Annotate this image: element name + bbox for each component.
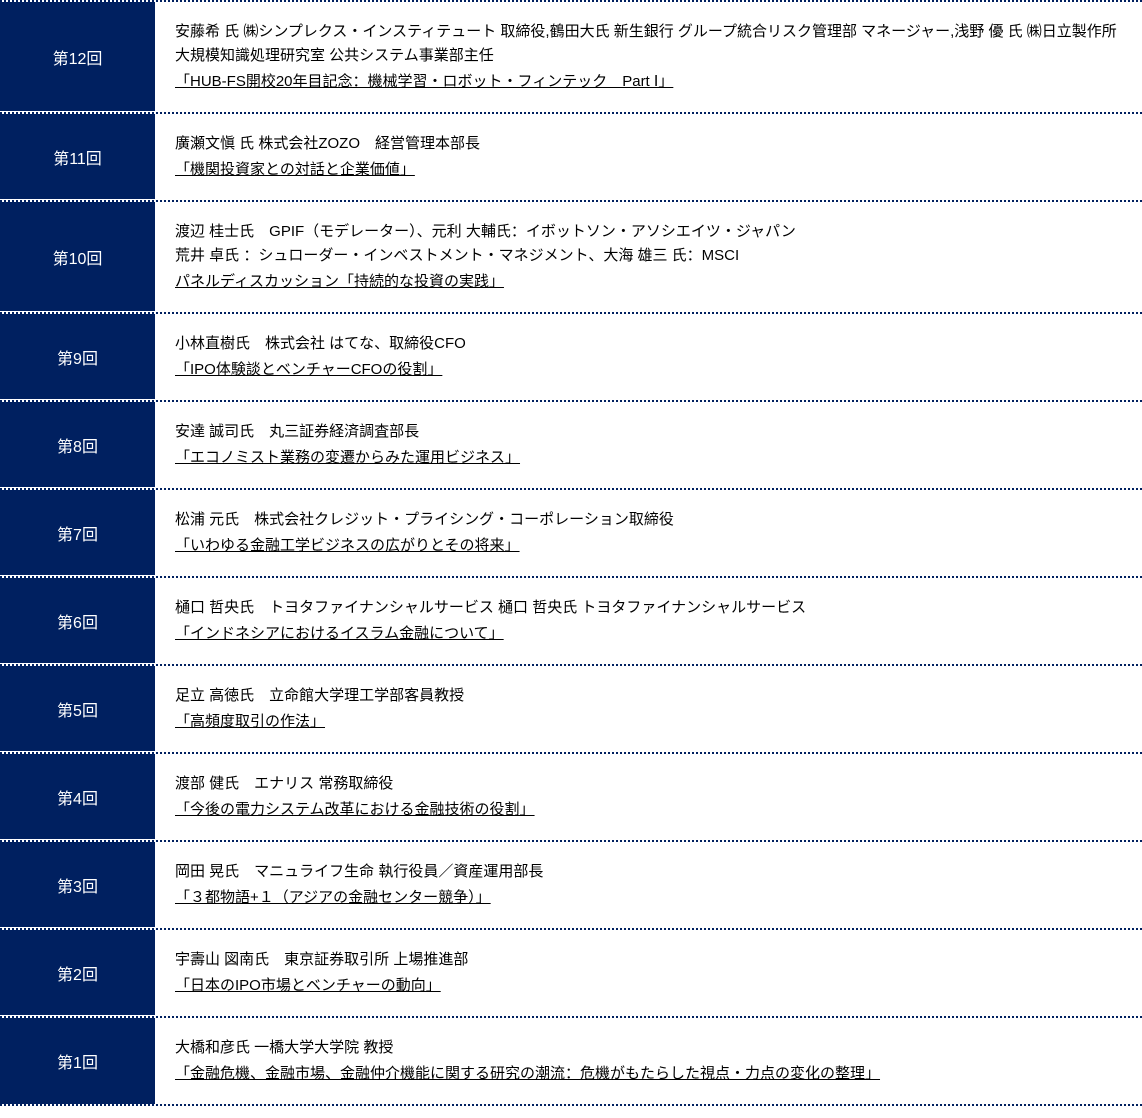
session-number: 第4回 [0,754,155,840]
session-number: 第11回 [0,114,155,200]
speaker-info: 廣瀬文愼 氏 株式会社ZOZO 経営管理本部長 [175,132,1122,156]
session-content: 安達 誠司氏 丸三証券経済調査部長 「エコノミスト業務の変遷からみた運用ビジネス… [155,402,1142,488]
speaker-info: 安達 誠司氏 丸三証券経済調査部長 [175,420,1122,444]
speaker-info: 足立 高徳氏 立命館大学理工学部客員教授 [175,684,1122,708]
session-content: 足立 高徳氏 立命館大学理工学部客員教授 「高頻度取引の作法」 [155,666,1142,752]
table-row: 第11回 廣瀬文愼 氏 株式会社ZOZO 経営管理本部長 「機関投資家との対話と… [0,114,1142,202]
table-row: 第9回 小林直樹氏 株式会社 はてな、取締役CFO 「IPO体験談とベンチャーC… [0,314,1142,402]
table-row: 第7回 松浦 元氏 株式会社クレジット・プライシング・コーポレーション取締役 「… [0,490,1142,578]
session-content: 廣瀬文愼 氏 株式会社ZOZO 経営管理本部長 「機関投資家との対話と企業価値」 [155,114,1142,200]
session-number: 第8回 [0,402,155,488]
speaker-info: 岡田 晃氏 マニュライフ生命 執行役員／資産運用部長 [175,860,1122,884]
table-row: 第1回 大橋和彦氏 一橋大学大学院 教授 「金融危機、金融市場、金融仲介機能に関… [0,1018,1142,1106]
session-title-link[interactable]: パネルディスカッション「持続的な投資の実践」 [175,273,504,290]
session-title-link[interactable]: 「いわゆる金融工学ビジネスの広がりとその将来」 [175,537,520,554]
table-row: 第4回 渡部 健氏 エナリス 常務取締役 「今後の電力システム改革における金融技… [0,754,1142,842]
speaker-info: 渡辺 桂士氏 GPIF（モデレーター）、元利 大輔氏：イボットソン・アソシエイツ… [175,220,1122,268]
session-number: 第2回 [0,930,155,1016]
speaker-info: 小林直樹氏 株式会社 はてな、取締役CFO [175,332,1122,356]
session-content: 岡田 晃氏 マニュライフ生命 執行役員／資産運用部長 「３都物語+１（アジアの金… [155,842,1142,928]
session-number: 第6回 [0,578,155,664]
session-content: 樋口 哲央氏 トヨタファイナンシャルサービス 樋口 哲央氏 トヨタファイナンシャ… [155,578,1142,664]
speaker-info: 宇壽山 図南氏 東京証券取引所 上場推進部 [175,948,1122,972]
session-number: 第1回 [0,1018,155,1104]
session-title-link[interactable]: 「IPO体験談とベンチャーCFOの役割」 [175,361,442,378]
table-row: 第5回 足立 高徳氏 立命館大学理工学部客員教授 「高頻度取引の作法」 [0,666,1142,754]
session-content: 安藤希 氏 ㈱シンプレクス・インスティテュート 取締役,鶴田大氏 新生銀行 グル… [155,2,1142,112]
sessions-table: 第12回 安藤希 氏 ㈱シンプレクス・インスティテュート 取締役,鶴田大氏 新生… [0,0,1142,1106]
speaker-info: 松浦 元氏 株式会社クレジット・プライシング・コーポレーション取締役 [175,508,1122,532]
session-content: 渡辺 桂士氏 GPIF（モデレーター）、元利 大輔氏：イボットソン・アソシエイツ… [155,202,1142,312]
session-title-link[interactable]: 「３都物語+１（アジアの金融センター競争）」 [175,889,491,906]
session-content: 小林直樹氏 株式会社 はてな、取締役CFO 「IPO体験談とベンチャーCFOの役… [155,314,1142,400]
session-title-link[interactable]: 「インドネシアにおけるイスラム金融について」 [175,625,504,642]
session-number: 第5回 [0,666,155,752]
speaker-info: 樋口 哲央氏 トヨタファイナンシャルサービス 樋口 哲央氏 トヨタファイナンシャ… [175,596,1122,620]
table-row: 第12回 安藤希 氏 ㈱シンプレクス・インスティテュート 取締役,鶴田大氏 新生… [0,0,1142,114]
session-title-link[interactable]: 「HUB-FS開校20年目記念：機械学習・ロボット・フィンテック Part Ⅰ」 [175,73,673,90]
session-title-link[interactable]: 「金融危機、金融市場、金融仲介機能に関する研究の潮流：危機がもたらした視点・力点… [175,1065,880,1082]
session-content: 宇壽山 図南氏 東京証券取引所 上場推進部 「日本のIPO市場とベンチャーの動向… [155,930,1142,1016]
table-row: 第3回 岡田 晃氏 マニュライフ生命 執行役員／資産運用部長 「３都物語+１（ア… [0,842,1142,930]
session-number: 第3回 [0,842,155,928]
session-content: 松浦 元氏 株式会社クレジット・プライシング・コーポレーション取締役 「いわゆる… [155,490,1142,576]
speaker-info: 渡部 健氏 エナリス 常務取締役 [175,772,1122,796]
session-title-link[interactable]: 「日本のIPO市場とベンチャーの動向」 [175,977,441,994]
session-title-link[interactable]: 「エコノミスト業務の変遷からみた運用ビジネス」 [175,449,520,466]
table-row: 第10回 渡辺 桂士氏 GPIF（モデレーター）、元利 大輔氏：イボットソン・ア… [0,202,1142,314]
speaker-info: 大橋和彦氏 一橋大学大学院 教授 [175,1036,1122,1060]
table-row: 第6回 樋口 哲央氏 トヨタファイナンシャルサービス 樋口 哲央氏 トヨタファイ… [0,578,1142,666]
session-number: 第9回 [0,314,155,400]
session-content: 渡部 健氏 エナリス 常務取締役 「今後の電力システム改革における金融技術の役割… [155,754,1142,840]
session-title-link[interactable]: 「今後の電力システム改革における金融技術の役割」 [175,801,535,818]
table-row: 第8回 安達 誠司氏 丸三証券経済調査部長 「エコノミスト業務の変遷からみた運用… [0,402,1142,490]
session-number: 第12回 [0,2,155,112]
table-row: 第2回 宇壽山 図南氏 東京証券取引所 上場推進部 「日本のIPO市場とベンチャ… [0,930,1142,1018]
session-title-link[interactable]: 「機関投資家との対話と企業価値」 [175,161,415,178]
session-title-link[interactable]: 「高頻度取引の作法」 [175,713,325,730]
session-number: 第7回 [0,490,155,576]
speaker-info: 安藤希 氏 ㈱シンプレクス・インスティテュート 取締役,鶴田大氏 新生銀行 グル… [175,20,1122,68]
session-number: 第10回 [0,202,155,312]
session-content: 大橋和彦氏 一橋大学大学院 教授 「金融危機、金融市場、金融仲介機能に関する研究… [155,1018,1142,1104]
